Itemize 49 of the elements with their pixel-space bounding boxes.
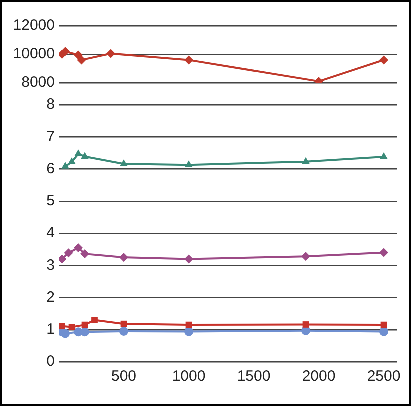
y-tick-label: 6 xyxy=(46,160,55,178)
point xyxy=(184,327,194,336)
point xyxy=(59,254,67,264)
y-tick-label: 2 xyxy=(46,288,55,306)
point xyxy=(302,322,310,328)
y-tick-label: 8 xyxy=(46,96,55,114)
point xyxy=(380,152,388,160)
x-tick-label: 1500 xyxy=(237,368,271,386)
point xyxy=(185,160,193,168)
point xyxy=(74,243,83,252)
y-tick-label: 1 xyxy=(46,321,55,338)
point xyxy=(64,248,74,258)
point xyxy=(68,324,76,330)
point xyxy=(302,252,310,262)
point xyxy=(380,248,388,258)
y-tick-label: 5 xyxy=(46,192,55,210)
y-tick-label: 4 xyxy=(46,224,55,242)
point xyxy=(184,254,194,264)
point xyxy=(59,323,66,330)
point xyxy=(74,150,82,156)
x-tick-label: 2500 xyxy=(367,368,401,386)
y-tick-label: 7 xyxy=(46,128,55,146)
y-tick-label: 8000 xyxy=(22,74,55,92)
point xyxy=(380,327,388,336)
point xyxy=(62,162,70,169)
y-tick-label: 0 xyxy=(46,353,55,370)
point xyxy=(80,328,90,337)
x-tick-label: 2000 xyxy=(302,368,336,386)
point xyxy=(120,326,128,336)
point xyxy=(80,250,90,259)
point xyxy=(61,47,70,56)
point xyxy=(184,56,194,65)
point xyxy=(120,253,128,262)
point xyxy=(61,329,70,338)
point xyxy=(120,160,128,166)
y-tick-label: 3 xyxy=(46,256,55,274)
y-tick-label: 10000 xyxy=(13,46,55,63)
point xyxy=(81,152,89,159)
point xyxy=(77,56,86,65)
point xyxy=(380,56,388,65)
point xyxy=(106,49,116,58)
point xyxy=(92,317,98,324)
point xyxy=(120,320,128,328)
point xyxy=(74,50,83,60)
y-tick-label: 12000 xyxy=(13,17,55,34)
x-tick-label: 500 xyxy=(111,368,137,386)
point xyxy=(302,157,310,164)
point xyxy=(68,158,76,164)
x-tick-label: 1000 xyxy=(172,368,206,386)
